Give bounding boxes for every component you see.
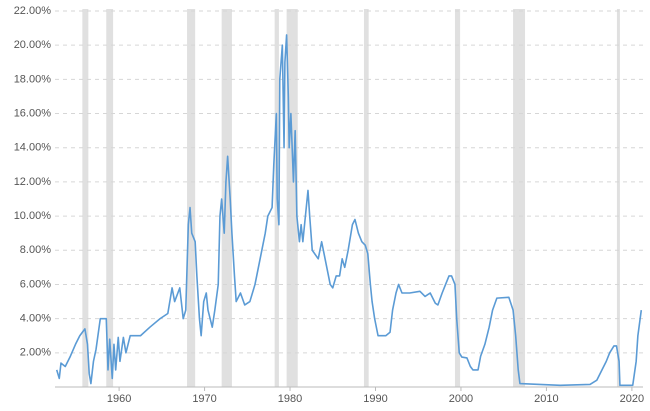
x-tick-label: 2010: [534, 393, 558, 405]
recession-band: [454, 9, 461, 387]
recession-band: [363, 9, 369, 387]
y-tick-label: 22.00%: [14, 5, 52, 17]
x-tick-label: 1990: [363, 393, 387, 405]
y-tick-label: 20.00%: [14, 39, 52, 51]
y-tick-label: 4.00%: [20, 313, 51, 325]
data-line: [55, 34, 643, 387]
x-tick-label: 1970: [192, 393, 216, 405]
y-tick-label: 6.00%: [20, 278, 51, 290]
y-tick-label: 12.00%: [14, 176, 52, 188]
recession-band: [82, 9, 89, 387]
y-tick-label: 18.00%: [14, 73, 52, 85]
recession-band: [616, 9, 620, 387]
y-tick-label: 16.00%: [14, 107, 52, 119]
y-tick-label: 2.00%: [20, 347, 51, 359]
x-tick-label: 1960: [107, 393, 131, 405]
x-tick-label: 2020: [620, 393, 644, 405]
x-tick-label: 2000: [449, 393, 473, 405]
recession-band: [187, 9, 196, 387]
x-tick-label: 1980: [278, 393, 302, 405]
y-tick-label: 10.00%: [14, 210, 52, 222]
recession-band: [106, 9, 114, 387]
y-tick-label: 8.00%: [20, 244, 51, 256]
y-tick-label: 14.00%: [14, 142, 52, 154]
recession-band: [513, 9, 526, 387]
recession-band: [286, 9, 298, 387]
recession-band: [221, 9, 232, 387]
